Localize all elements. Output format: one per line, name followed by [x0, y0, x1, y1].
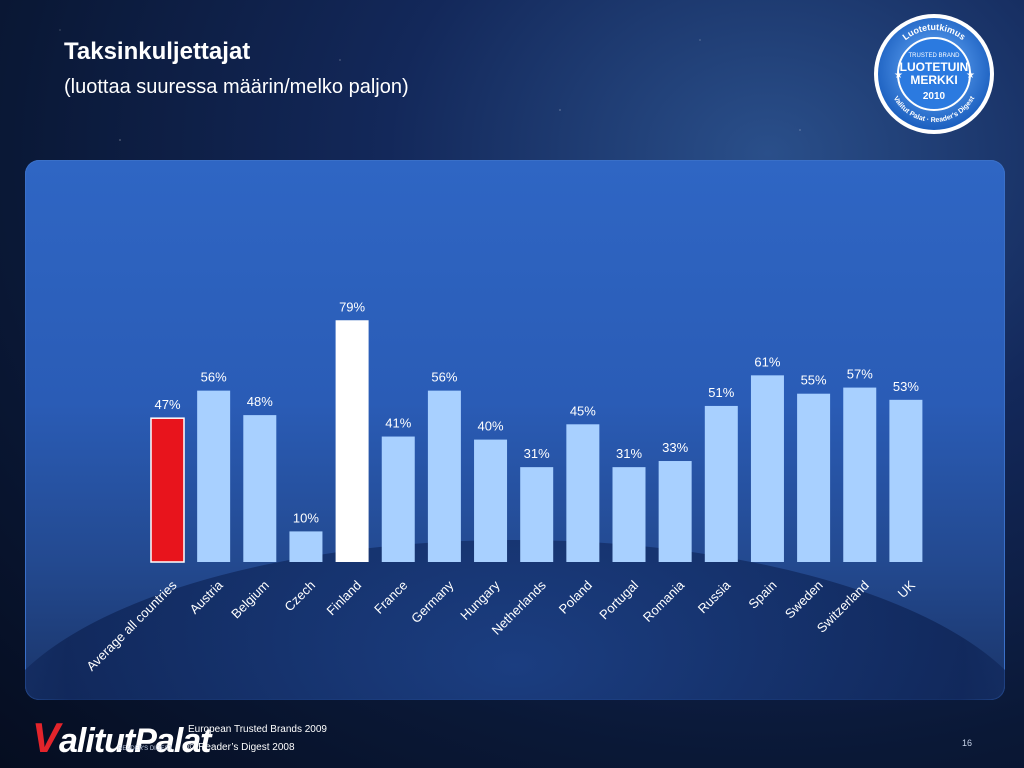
category-label: Belgium	[228, 578, 272, 622]
data-label: 55%	[801, 373, 827, 388]
logo-subtitle: READER'S DIGEST	[118, 746, 173, 752]
category-label: Austria	[187, 577, 227, 617]
category-label: Spain	[745, 578, 779, 612]
copyright-text: © Reader’s Digest 2008	[188, 742, 295, 753]
bar-finland	[335, 320, 369, 562]
data-label: 61%	[754, 354, 780, 369]
data-label: 53%	[893, 379, 919, 394]
data-label: 57%	[847, 367, 873, 382]
star-icon: ★	[894, 70, 903, 81]
data-label: 79%	[339, 299, 365, 314]
bar-poland	[566, 424, 600, 562]
category-label: Finland	[323, 578, 364, 619]
data-label: 31%	[524, 446, 550, 461]
logo-initial: V	[32, 714, 60, 761]
bar-belgium	[243, 415, 277, 562]
bar-germany	[427, 390, 461, 562]
page-number: 16	[962, 738, 973, 748]
category-label: Poland	[556, 578, 595, 617]
data-label: 56%	[431, 370, 457, 385]
badge-line3: MERKKI	[910, 73, 957, 87]
badge-line1: TRUSTED BRAND	[908, 53, 960, 59]
data-label: 51%	[708, 385, 734, 400]
bar-russia	[704, 405, 738, 562]
chart-panel	[25, 160, 1005, 700]
valitut-palat-logo: ValitutPalat	[32, 714, 212, 762]
bar-sweden	[797, 393, 831, 562]
category-label: Russia	[695, 577, 734, 616]
data-label: 48%	[247, 394, 273, 409]
data-label: 56%	[201, 370, 227, 385]
data-label: 10%	[293, 510, 319, 525]
bar-austria	[197, 390, 231, 562]
bar-france	[381, 436, 415, 562]
category-label: Romania	[640, 577, 688, 625]
slide-title: Taksinkuljettajat	[64, 38, 251, 65]
category-label: Average all countries	[83, 577, 180, 674]
slide-subtitle: (luottaa suuressa määrin/melko paljon)	[64, 76, 409, 98]
badge-line2: LUOTETUIN	[900, 60, 969, 74]
logo-rest: alitutPalat	[59, 722, 211, 760]
bar-switzerland	[843, 387, 877, 562]
bar-romania	[658, 461, 692, 562]
bar-czech	[289, 531, 323, 562]
bar-hungary	[474, 439, 508, 562]
badge-year: 2010	[923, 91, 946, 102]
category-label: Germany	[408, 577, 457, 626]
data-label: 41%	[385, 416, 411, 431]
bar-spain	[750, 375, 784, 562]
category-label: Czech	[281, 578, 318, 615]
bar-portugal	[612, 467, 646, 562]
data-label: 45%	[570, 403, 596, 418]
category-label: UK	[895, 577, 919, 601]
data-label: 33%	[662, 440, 688, 455]
trusted-brand-badge: Luotetutkimus Valitut Palat · Reader's D…	[874, 14, 994, 134]
category-label: Sweden	[782, 578, 826, 622]
bar-netherlands	[520, 467, 554, 562]
category-label: Hungary	[457, 577, 503, 623]
data-label: 47%	[154, 397, 180, 412]
category-label: France	[371, 578, 410, 617]
category-label: Portugal	[596, 577, 641, 622]
data-label: 40%	[478, 419, 504, 434]
bar-average-all-countries	[150, 417, 185, 563]
source-text: European Trusted Brands 2009	[188, 724, 327, 735]
bar-uk	[889, 399, 923, 562]
data-label: 31%	[616, 446, 642, 461]
star-icon: ★	[966, 70, 975, 81]
